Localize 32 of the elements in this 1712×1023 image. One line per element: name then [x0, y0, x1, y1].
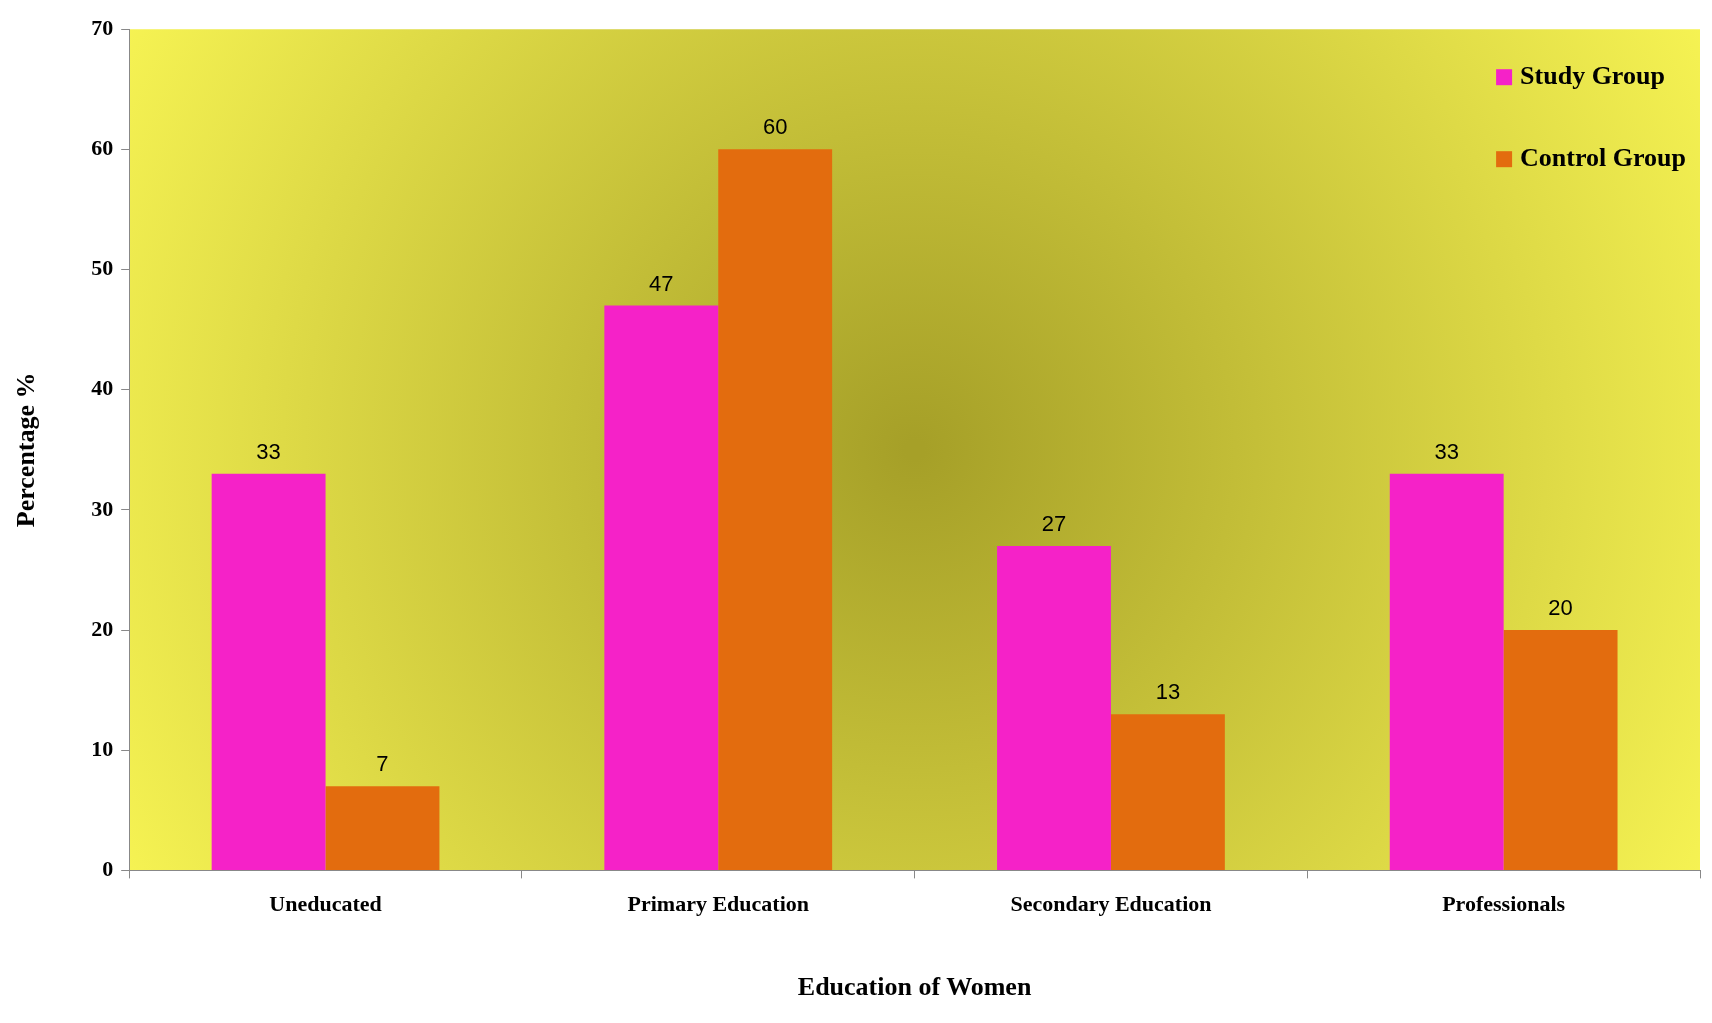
bar — [1389, 473, 1504, 870]
x-tick-label: Secondary Education — [1010, 891, 1212, 917]
y-axis-title: Percentage % — [11, 372, 41, 528]
x-axis-title: Education of Women — [797, 972, 1032, 1002]
data-label: 13 — [1155, 679, 1181, 705]
y-tick-label: 40 — [91, 375, 114, 401]
data-label: 47 — [649, 270, 674, 296]
x-tick-label: Uneducated — [269, 891, 382, 917]
bar — [325, 786, 440, 870]
bar — [1110, 714, 1225, 870]
y-tick-label: 50 — [91, 255, 114, 281]
y-tick-label: 70 — [91, 14, 114, 40]
y-tick-label: 60 — [91, 135, 114, 161]
data-label: 27 — [1041, 511, 1067, 536]
data-label: 33 — [1434, 438, 1459, 464]
data-label: 7 — [376, 751, 389, 777]
bar — [1503, 630, 1618, 870]
bar — [604, 305, 719, 870]
bar — [718, 149, 833, 870]
x-tick-label: Professionals — [1442, 891, 1566, 917]
data-label: 20 — [1548, 595, 1573, 621]
data-label: 60 — [762, 114, 788, 140]
legend-label: Control Group — [1520, 142, 1686, 172]
y-tick-label: 0 — [102, 856, 114, 882]
legend-label: Study Group — [1520, 60, 1665, 90]
y-tick-label: 30 — [91, 495, 114, 521]
bar — [997, 545, 1111, 870]
data-label: 33 — [256, 438, 281, 464]
x-tick-label: Primary Education — [627, 891, 809, 917]
y-tick-label: 20 — [91, 615, 114, 641]
bar — [211, 473, 326, 870]
y-tick-label: 10 — [91, 735, 114, 761]
